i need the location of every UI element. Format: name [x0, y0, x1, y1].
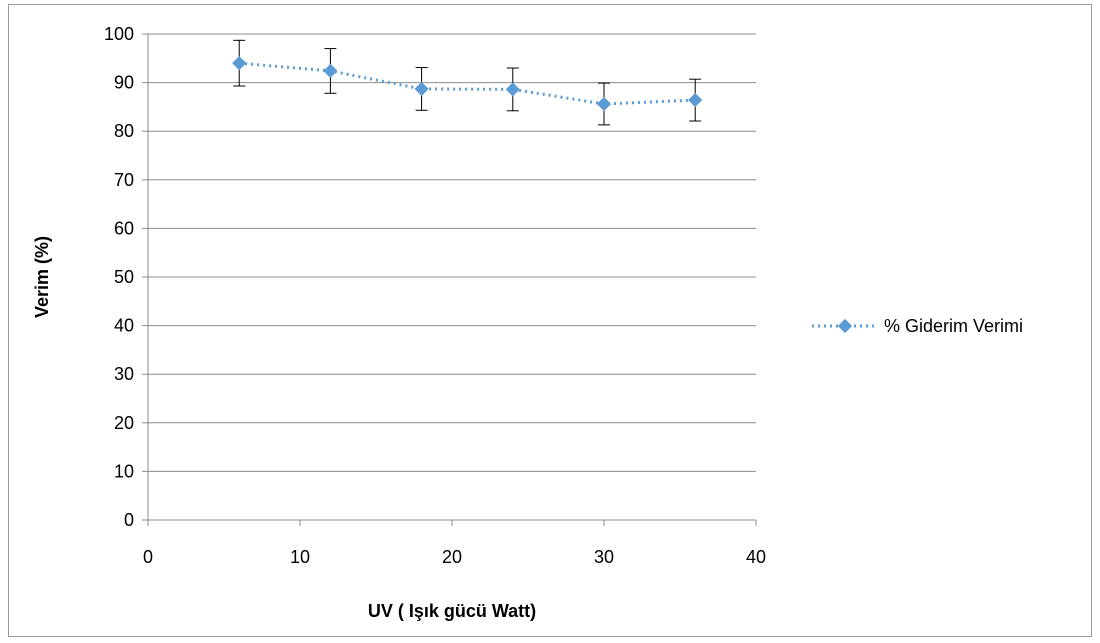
data-point-0	[232, 56, 247, 71]
y-tick-label-0: 0	[124, 510, 134, 530]
y-tick-label-40: 40	[114, 316, 134, 336]
x-axis-title: UV ( Işık gücü Watt)	[368, 601, 536, 621]
x-tick-label-0: 0	[143, 547, 153, 567]
x-tick-label-30: 30	[594, 547, 614, 567]
data-point-4	[596, 96, 612, 112]
y-tick-label-80: 80	[114, 121, 134, 141]
data-point-2	[414, 81, 429, 96]
y-tick-label-100: 100	[104, 24, 134, 44]
axes	[142, 33, 757, 526]
data-point-1	[323, 63, 338, 79]
legend-marker	[837, 318, 853, 334]
x-tick-label-20: 20	[442, 547, 462, 567]
y-tick-label-90: 90	[114, 73, 134, 93]
y-tick-label-70: 70	[114, 170, 134, 190]
x-tick-label-10: 10	[290, 547, 310, 567]
y-tick-label-10: 10	[114, 461, 134, 481]
x-tick-labels: 0 10 20 30 40	[143, 547, 766, 567]
y-tick-label-20: 20	[114, 413, 134, 433]
legend-label: % Giderim Verimi	[884, 316, 1023, 336]
series-layer	[232, 39, 703, 126]
y-tick-label-50: 50	[114, 267, 134, 287]
y-tick-label-60: 60	[114, 218, 134, 238]
y-tick-labels: 0 10 20 30 40 50 60 70 80 90 100	[104, 24, 134, 530]
series-line-0	[239, 61, 696, 106]
data-point-5	[688, 93, 703, 108]
data-point-3	[505, 82, 520, 97]
chart-frame	[8, 4, 1092, 637]
y-axis-title: Verim (%)	[32, 236, 52, 318]
gridlines	[148, 33, 756, 472]
legend: % Giderim Verimi	[812, 316, 1023, 336]
y-tick-label-30: 30	[114, 364, 134, 384]
x-tick-label-40: 40	[746, 547, 766, 567]
